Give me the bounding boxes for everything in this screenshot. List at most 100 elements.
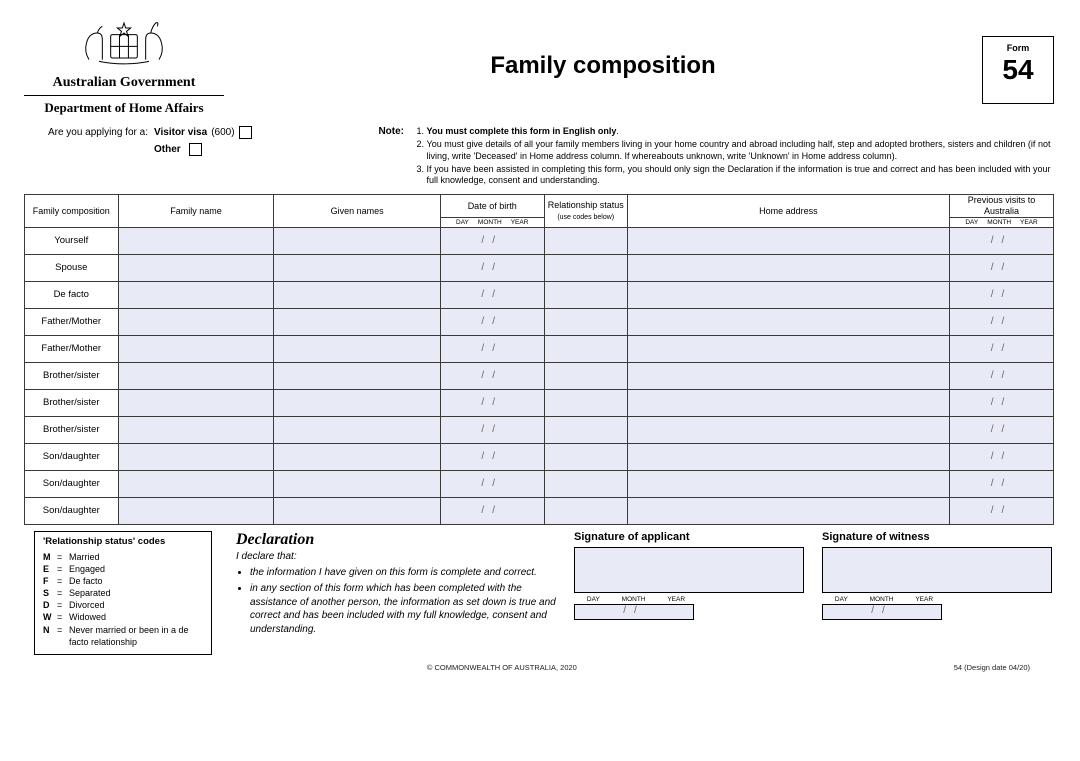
th-famname: Family name: [118, 195, 274, 228]
code-letter: F: [43, 575, 57, 587]
cell-dob[interactable]: //: [440, 389, 544, 416]
cell-prev-visit[interactable]: //: [950, 416, 1054, 443]
cell-prev-visit[interactable]: //: [950, 362, 1054, 389]
cell-prev-visit[interactable]: //: [950, 254, 1054, 281]
cell-relationship[interactable]: [544, 470, 627, 497]
cell-family-name[interactable]: [118, 335, 274, 362]
declaration-b1: the information I have given on this for…: [250, 566, 556, 580]
cell-address[interactable]: [627, 443, 949, 470]
cell-family-name[interactable]: [118, 254, 274, 281]
cell-address[interactable]: [627, 470, 949, 497]
checkbox-other[interactable]: [189, 143, 202, 156]
code-eq: =: [57, 575, 69, 587]
sig-applicant-title: Signature of applicant: [574, 531, 804, 543]
cell-address[interactable]: [627, 335, 949, 362]
cell-given-names[interactable]: [274, 254, 440, 281]
cell-address[interactable]: [627, 281, 949, 308]
code-letter: N: [43, 624, 57, 648]
sig-witness-date[interactable]: //: [822, 604, 942, 620]
sig-witness-title: Signature of witness: [822, 531, 1052, 543]
cell-dob[interactable]: //: [440, 362, 544, 389]
cell-dob[interactable]: //: [440, 254, 544, 281]
cell-prev-visit[interactable]: //: [950, 470, 1054, 497]
cell-dob[interactable]: //: [440, 308, 544, 335]
cell-address[interactable]: [627, 362, 949, 389]
cell-address[interactable]: [627, 254, 949, 281]
row-label: Brother/sister: [25, 362, 119, 389]
note-2: You must give details of all your family…: [427, 139, 1051, 162]
th-famcomp: Family composition: [25, 195, 119, 228]
table-row: Son/daughter////: [25, 470, 1054, 497]
code-letter: D: [43, 599, 57, 611]
checkbox-visitor[interactable]: [239, 126, 252, 139]
cell-address[interactable]: [627, 389, 949, 416]
cell-address[interactable]: [627, 227, 949, 254]
cell-given-names[interactable]: [274, 443, 440, 470]
cell-dob[interactable]: //: [440, 335, 544, 362]
cell-given-names[interactable]: [274, 335, 440, 362]
table-row: Brother/sister////: [25, 389, 1054, 416]
code-row: D=Divorced: [43, 599, 203, 611]
code-eq: =: [57, 551, 69, 563]
cell-relationship[interactable]: [544, 443, 627, 470]
cell-family-name[interactable]: [118, 227, 274, 254]
cell-prev-visit[interactable]: //: [950, 308, 1054, 335]
cell-prev-visit[interactable]: //: [950, 443, 1054, 470]
cell-dob[interactable]: //: [440, 281, 544, 308]
cell-relationship[interactable]: [544, 389, 627, 416]
cell-family-name[interactable]: [118, 308, 274, 335]
cell-prev-visit[interactable]: //: [950, 281, 1054, 308]
cell-given-names[interactable]: [274, 227, 440, 254]
cell-relationship[interactable]: [544, 308, 627, 335]
table-row: Spouse////: [25, 254, 1054, 281]
cell-prev-visit[interactable]: //: [950, 335, 1054, 362]
sig-applicant-box[interactable]: [574, 547, 804, 593]
cell-family-name[interactable]: [118, 443, 274, 470]
cell-prev-visit[interactable]: //: [950, 389, 1054, 416]
signature-applicant: Signature of applicant DAYMONTHYEAR //: [574, 531, 804, 655]
cell-dob[interactable]: //: [440, 443, 544, 470]
cell-relationship[interactable]: [544, 497, 627, 524]
cell-relationship[interactable]: [544, 227, 627, 254]
cell-given-names[interactable]: [274, 497, 440, 524]
cell-address[interactable]: [627, 497, 949, 524]
cell-dob[interactable]: //: [440, 227, 544, 254]
cell-family-name[interactable]: [118, 362, 274, 389]
cell-prev-visit[interactable]: //: [950, 227, 1054, 254]
cell-family-name[interactable]: [118, 470, 274, 497]
code-eq: =: [57, 599, 69, 611]
table-row: Son/daughter////: [25, 443, 1054, 470]
cell-relationship[interactable]: [544, 335, 627, 362]
dob-sublabels: DAY MONTH YEAR: [440, 217, 544, 227]
cell-dob[interactable]: //: [440, 416, 544, 443]
gov-title: Australian Government: [24, 75, 224, 91]
prev-sublabels: DAY MONTH YEAR: [950, 217, 1054, 227]
code-meaning: Divorced: [69, 599, 203, 611]
cell-relationship[interactable]: [544, 254, 627, 281]
cell-family-name[interactable]: [118, 281, 274, 308]
sig-witness-date-labels: DAYMONTHYEAR: [824, 596, 944, 603]
cell-relationship[interactable]: [544, 281, 627, 308]
cell-address[interactable]: [627, 416, 949, 443]
row-label: Father/Mother: [25, 308, 119, 335]
cell-relationship[interactable]: [544, 416, 627, 443]
page-title: Family composition: [224, 18, 982, 80]
sig-witness-box[interactable]: [822, 547, 1052, 593]
cell-dob[interactable]: //: [440, 470, 544, 497]
cell-given-names[interactable]: [274, 416, 440, 443]
cell-given-names[interactable]: [274, 308, 440, 335]
cell-prev-visit[interactable]: //: [950, 497, 1054, 524]
cell-family-name[interactable]: [118, 416, 274, 443]
cell-relationship[interactable]: [544, 362, 627, 389]
cell-given-names[interactable]: [274, 362, 440, 389]
codes-title: 'Relationship status' codes: [43, 536, 203, 549]
cell-given-names[interactable]: [274, 389, 440, 416]
cell-address[interactable]: [627, 308, 949, 335]
sig-applicant-date[interactable]: //: [574, 604, 694, 620]
cell-given-names[interactable]: [274, 470, 440, 497]
table-row: Brother/sister////: [25, 416, 1054, 443]
cell-dob[interactable]: //: [440, 497, 544, 524]
cell-family-name[interactable]: [118, 497, 274, 524]
cell-family-name[interactable]: [118, 389, 274, 416]
cell-given-names[interactable]: [274, 281, 440, 308]
